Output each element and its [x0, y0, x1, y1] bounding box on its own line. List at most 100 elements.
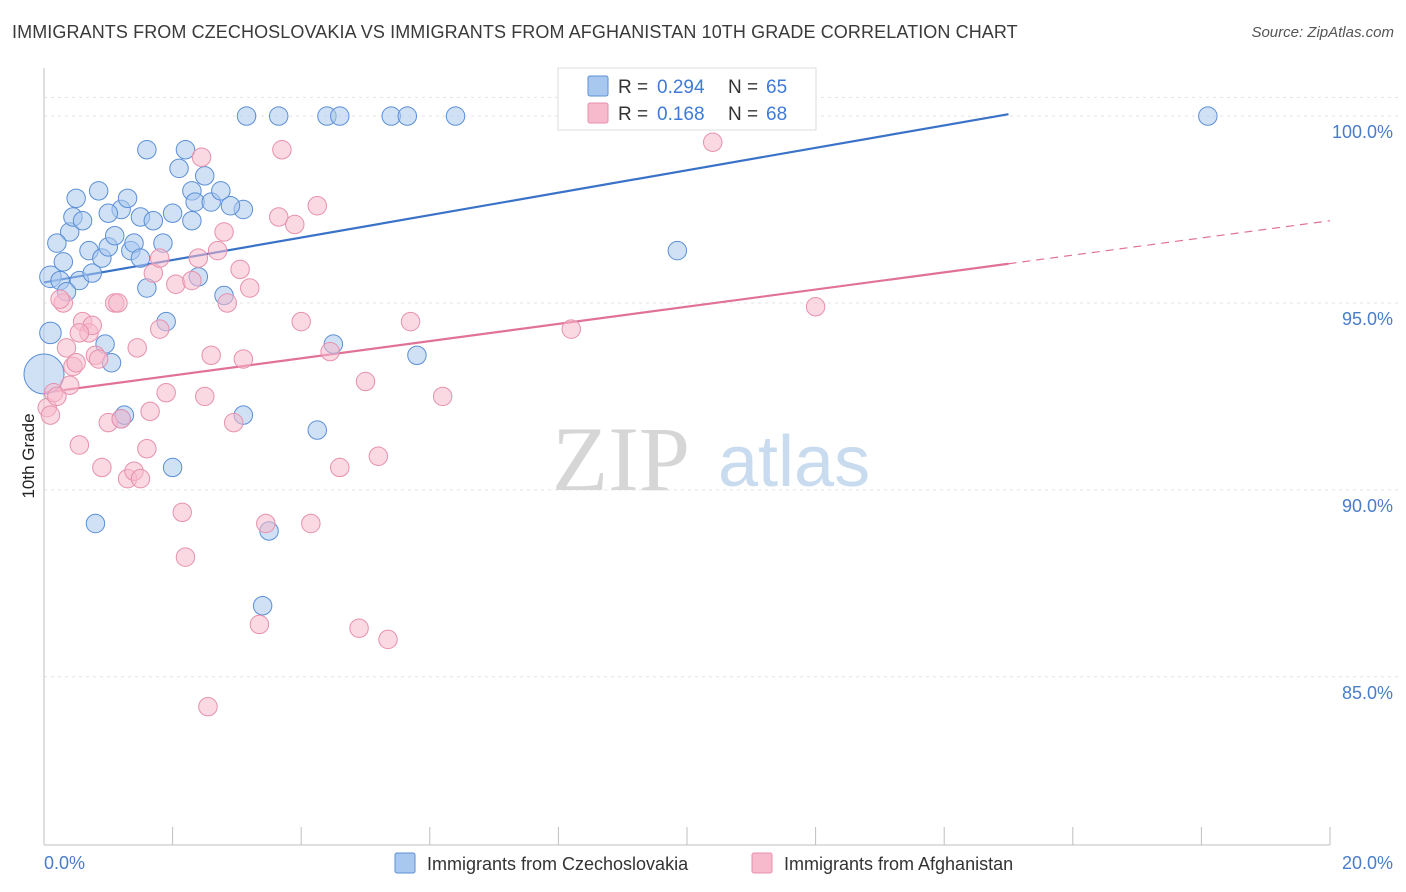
scatter-point-series-1 [56, 338, 77, 358]
scatter-point-series-1 [330, 457, 350, 478]
scatter-point-series-1 [233, 349, 254, 369]
scatter-point-series-1 [195, 386, 215, 407]
scatter-point-series-0 [1198, 106, 1218, 126]
scatter-point-series-0 [98, 203, 119, 223]
scatter-point-series-1 [432, 386, 453, 407]
scatter-point-series-0 [182, 211, 202, 231]
trend-lines [43, 113, 1331, 394]
bottom-legend: Immigrants from Czechoslovakia Immigrant… [394, 852, 1013, 874]
bottom-legend-label-czechoslovakia: Immigrants from Czechoslovakia [427, 854, 689, 874]
scatter-point-series-1 [256, 513, 276, 534]
trend-line-dashed-series-1 [1008, 220, 1331, 265]
trend-line-series-1 [43, 262, 1009, 394]
y-tick-label: 100.0% [1332, 122, 1393, 142]
scatter-point-series-1 [307, 196, 328, 216]
scatter-point-series-0 [66, 188, 86, 209]
scatter-point-series-1 [69, 435, 90, 455]
x-tick-label-max: 20.0% [1342, 853, 1393, 873]
scatter-point-series-0 [667, 240, 688, 261]
scatter-point-series-1 [88, 349, 109, 369]
scatter-point-series-1 [702, 132, 723, 152]
scatter-point-series-0 [104, 225, 125, 246]
scatter-point-series-0 [162, 457, 183, 478]
scatter-point-series-1 [355, 371, 376, 392]
scatter-point-series-1 [191, 147, 212, 167]
scatter-point-series-1 [201, 345, 221, 366]
scatter-point-series-1 [40, 405, 61, 425]
watermark-atlas: atlas [718, 422, 870, 502]
scatter-point-series-1 [272, 139, 292, 160]
source-label: Source: ZipAtlas.com [1251, 24, 1394, 41]
scatter-point-series-0 [211, 181, 231, 201]
legend-r-value-1: 0.294 [657, 77, 705, 98]
scatter-point-series-1 [349, 618, 369, 638]
scatter-point-series-1 [291, 311, 311, 332]
legend-r-label-1: R = [618, 77, 648, 98]
scatter-point-series-1 [130, 468, 151, 489]
axes [43, 68, 1331, 846]
legend-r-label-2: R = [618, 104, 648, 125]
scatter-point-series-1 [207, 240, 228, 261]
legend-n-label-2: N = [728, 104, 758, 125]
scatter-point-series-0 [252, 596, 273, 616]
scatter-point-series-1 [47, 386, 67, 407]
scatter-point-series-0 [47, 233, 67, 253]
scatter-point-series-0 [397, 106, 418, 126]
scatter-point-series-1 [108, 293, 128, 313]
scatter-point-series-1 [66, 353, 86, 373]
legend-swatch-afghanistan [587, 102, 609, 124]
scatter-point-series-0 [195, 166, 215, 186]
scatter-point-series-0 [53, 252, 74, 272]
legend-n-value-2: 68 [766, 104, 787, 125]
scatter-point-series-1 [182, 270, 202, 291]
x-tick-label-min: 0.0% [44, 853, 85, 873]
scatter-point-series-1 [320, 341, 340, 362]
scatter-point-series-1 [198, 696, 218, 717]
scatter-point-series-1 [156, 382, 176, 403]
scatter-point-series-1 [150, 248, 170, 268]
legend-box: R = 0.294 N = 65 R = 0.168 N = 68 [557, 67, 817, 131]
scatter-point-series-0 [236, 106, 257, 126]
y-tick-label: 90.0% [1342, 496, 1393, 516]
scatter-point-series-1 [214, 222, 234, 242]
scatter-point-series-1 [249, 614, 270, 635]
y-tick-labels: 85.0% 90.0% 95.0% 100.0% [1332, 122, 1393, 703]
scatter-point-series-1 [268, 207, 289, 227]
scatter-point-series-0 [85, 513, 106, 534]
scatter-point-series-1 [217, 293, 237, 313]
scatter-point-series-1 [368, 446, 389, 466]
scatter-point-series-1 [137, 439, 157, 459]
scatter-point-series-0 [130, 248, 151, 268]
scatter-point-series-0 [268, 106, 289, 126]
scatter-point-series-1 [127, 338, 147, 358]
scatter-point-series-0 [175, 139, 196, 160]
bottom-legend-swatch-afghanistan [751, 852, 773, 874]
y-tick-label: 95.0% [1342, 309, 1393, 329]
legend-r-value-2: 0.168 [657, 104, 705, 125]
scatter-point-series-1 [188, 248, 209, 268]
scatter-point-series-0 [72, 211, 93, 231]
scatter-point-series-0 [137, 139, 157, 160]
scatter-point-series-0 [39, 321, 62, 345]
scatter-point-series-1 [240, 278, 260, 298]
scatter-point-series-1 [69, 323, 90, 343]
scatter-point-series-1 [92, 457, 112, 478]
scatter-point-series-0 [445, 106, 466, 126]
scatter-point-series-1 [285, 214, 305, 235]
scatter-point-series-0 [82, 263, 102, 283]
legend-swatch-czechoslovakia [587, 75, 609, 97]
bottom-legend-swatch-czechoslovakia [394, 852, 416, 874]
scatter-point-series-0 [143, 211, 164, 231]
scatter-point-series-0 [220, 196, 241, 216]
scatter-point-series-1 [166, 274, 186, 295]
scatter-point-series-1 [378, 629, 398, 650]
scatter-point-series-1 [59, 375, 80, 395]
scatter-point-series-0 [162, 203, 183, 223]
chart-title: IMMIGRANTS FROM CZECHOSLOVAKIA VS IMMIGR… [12, 22, 1018, 42]
scatter-point-series-1 [111, 409, 131, 429]
scatter-points [23, 106, 1218, 717]
scatter-point-series-1 [230, 259, 250, 280]
scatter-point-series-1 [223, 412, 244, 433]
scatter-point-series-1 [805, 296, 826, 317]
